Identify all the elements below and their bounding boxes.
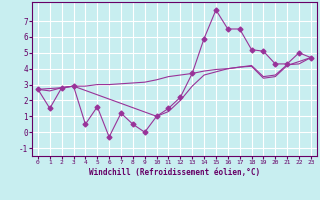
X-axis label: Windchill (Refroidissement éolien,°C): Windchill (Refroidissement éolien,°C) <box>89 168 260 177</box>
